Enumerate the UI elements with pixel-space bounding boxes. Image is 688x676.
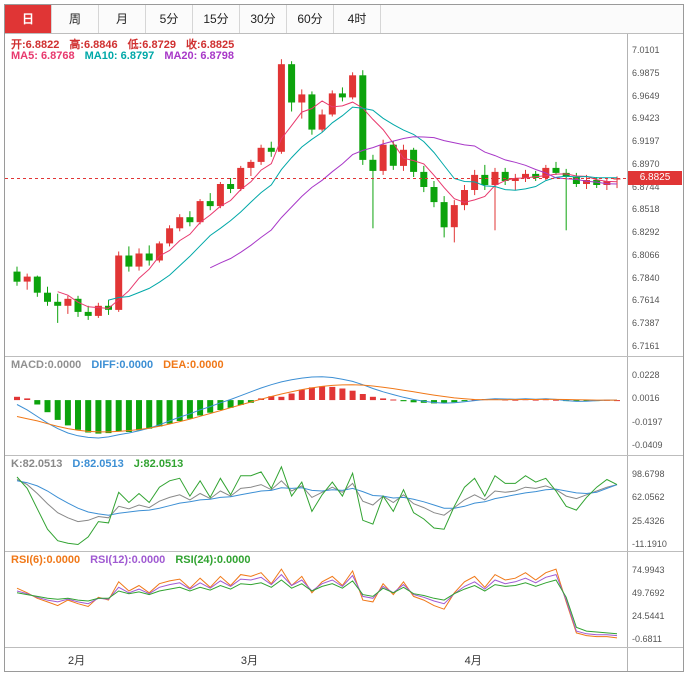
axis-tick-label: 25.4326: [632, 515, 665, 526]
kdj-panel: 98.6798 62.0562 25.4326 -11.1910 K:82.0513 D…: [5, 455, 683, 551]
axis-tick-label: 6.8518: [632, 204, 660, 215]
high-readout: 高:6.8846: [69, 39, 118, 51]
chart-app: 日周月 5分 15分 30分 60分 4时 7.0101 6.9875 6.9649 6.942…: [4, 4, 684, 672]
axis-tick-label: 6.8292: [632, 227, 660, 238]
kdj-axis: 98.6798 62.0562 25.4326 -11.1910: [627, 456, 683, 551]
axis-tick-label: 6.7387: [632, 318, 660, 329]
axis-tick-label: 0.0016: [632, 393, 660, 404]
tab-5min[interactable]: 5分: [146, 5, 193, 33]
axis-tick-label: 0.0228: [632, 370, 660, 380]
tab-15min[interactable]: 15分: [193, 5, 240, 33]
dea-readout: DEA:0.0000: [163, 359, 224, 371]
axis-tick-label: 6.8744: [632, 181, 660, 192]
main-chart-panel: 7.0101 6.9875 6.9649 6.9423 6.9197 6.8970 6.87…: [5, 34, 683, 356]
axis-tick-label: -0.0197: [632, 416, 663, 427]
axis-tick-label: 98.6798: [632, 469, 665, 479]
axis-tick-label: 6.9875: [632, 67, 660, 78]
time-axis-corner: [627, 648, 683, 671]
axis-tick-label: 6.8970: [632, 158, 660, 169]
axis-tick-label: 6.9649: [632, 90, 660, 101]
readout-row: RSI(6):0.0000 RSI(12):0.0000 RSI(24):0.000…: [11, 554, 261, 566]
axis-tick-label: 49.7692: [632, 587, 665, 598]
readout-row: K:82.0513 D:82.0513 J:82.0513: [11, 458, 193, 470]
current-price-badge: 6.8825: [628, 171, 682, 186]
axis-tick-label: 74.9943: [632, 565, 665, 575]
macd-axis: 0.0228 0.0016 -0.0197 -0.0409: [627, 357, 683, 455]
axis-tick-label: -0.6811: [632, 634, 662, 644]
ma20-readout: MA20: 6.8798: [164, 50, 235, 62]
rsi12-readout: RSI(12):0.0000: [90, 554, 166, 566]
rsi-chart[interactable]: [5, 552, 627, 647]
diff-readout: DIFF:0.0000: [91, 359, 154, 371]
rsi-axis: 74.9943 49.7692 24.5441 -0.6811: [627, 552, 683, 647]
j-readout: J:82.0513: [133, 458, 184, 470]
time-axis: 2月 3月 4月: [5, 647, 683, 671]
month-label: 3月: [240, 655, 259, 667]
month-label: 2月: [68, 655, 86, 667]
close-readout: 收:6.8825: [185, 39, 235, 51]
tab-60min[interactable]: 60分: [287, 5, 334, 33]
axis-tick-label: -11.1910: [632, 539, 667, 549]
timeframe-tabbar: 日周月 5分 15分 30分 60分 4时: [5, 5, 683, 34]
axis-tick-label: 6.9197: [632, 136, 660, 146]
axis-tick-label: 62.0562: [632, 492, 665, 503]
axis-tick-label: 6.8066: [632, 249, 660, 260]
low-readout: 低:6.8729: [127, 39, 176, 51]
candlestick-chart[interactable]: [5, 34, 627, 355]
price-axis: 7.0101 6.9875 6.9649 6.9423 6.9197 6.8970 6.87…: [627, 34, 683, 356]
axis-tick-label: 24.5441: [632, 610, 665, 621]
tab-30min[interactable]: 30分: [240, 5, 287, 33]
rsi6-readout: RSI(6):0.0000: [11, 554, 81, 566]
readout-row: MA5: 6.8768 MA10: 6.8797 MA20: 6.8798: [11, 50, 244, 62]
axis-tick-label: 6.7614: [632, 295, 660, 306]
rsi24-readout: RSI(24):0.0000: [175, 554, 251, 566]
ma10-readout: MA10: 6.8797: [84, 50, 155, 62]
macd-panel: 0.0228 0.0016 -0.0197 -0.0409 MACD:0.0000 DI…: [5, 356, 683, 455]
kdj-chart[interactable]: [5, 456, 627, 551]
axis-tick-label: 6.9423: [632, 113, 660, 124]
readout-row: 开:6.8822 高:6.8846 低:6.8729 收:6.8825: [11, 36, 244, 52]
month-label: 4月: [464, 655, 482, 667]
axis-tick-label: 6.7161: [632, 341, 660, 351]
k-readout: K:82.0513: [11, 458, 63, 470]
readout-row: MACD:0.0000 DIFF:0.0000 DEA:0.0000: [11, 359, 234, 371]
tab-month[interactable]: 月: [99, 5, 146, 33]
macd-chart[interactable]: [5, 357, 627, 455]
rsi-panel: 74.9943 49.7692 24.5441 -0.6811 RSI(6):0.00…: [5, 551, 683, 647]
axis-tick-label: 6.7840: [632, 272, 660, 283]
tab-4hour[interactable]: 4时: [334, 5, 381, 33]
d-readout: D:82.0513: [72, 458, 124, 470]
macd-readout: MACD:0.0000: [11, 359, 82, 371]
open-readout: 开:6.8822: [11, 39, 60, 51]
tab-week[interactable]: 周: [52, 5, 99, 33]
ma5-readout: MA5: 6.8768: [11, 50, 75, 62]
axis-tick-label: -0.0409: [632, 440, 663, 450]
axis-tick-label: 7.0101: [632, 45, 660, 55]
tab-day[interactable]: 日: [5, 5, 52, 33]
